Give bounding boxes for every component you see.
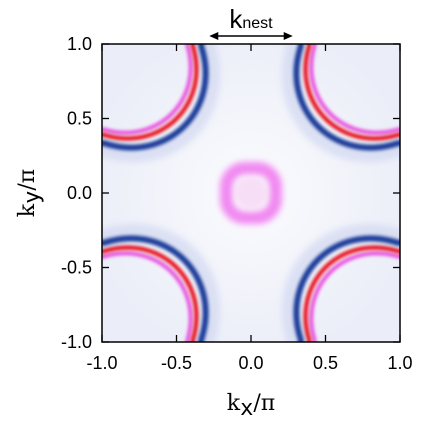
central-pocket-fill [234,176,268,210]
y-axis-label-suffix: /π [15,169,40,191]
x-tick-label: 0.5 [313,353,338,373]
contour-series-0-top-left [102,44,193,135]
x-tick-label: 1.0 [387,353,412,373]
y-tick-label: 0.5 [67,109,92,129]
y-tick-label: 1.0 [67,34,92,54]
haze-band-top-left [102,44,221,163]
x-axis-label-suffix: /π [253,391,275,416]
contour-series-1-top-left [102,44,199,141]
y-axis-ticks: 1.0 0.5 0.0 -0.5 -1.0 [61,34,400,352]
y-axis-label: ky/π [15,169,45,217]
y-axis-label-sub: y [20,191,45,204]
x-axis-label-sub: x [240,396,253,421]
x-tick-label: 0.0 [238,353,263,373]
contour-series-2-bottom-right [293,235,400,342]
central-pocket [219,161,283,225]
haze-band-bottom-right [281,223,400,342]
haze-band-bottom-left [102,223,221,342]
haze-band-top-right [281,44,400,163]
knest-arrow-head-left [209,32,219,40]
x-axis-ticks: -1.0 -0.5 0.0 0.5 1.0 [86,44,413,373]
knest-arrow-head-right [283,32,293,40]
y-tick-label: 0.0 [67,183,92,203]
central-pocket-ring [219,161,283,225]
contour-series-1-bottom-right [303,245,400,342]
x-tick-label: -1.0 [86,353,117,373]
y-tick-label: -1.0 [61,332,92,352]
contour-series-0-top-right [309,44,400,135]
knest-label: knest [229,4,273,34]
contour-series-2-bottom-left [102,235,209,342]
x-axis-label-base: k [227,391,241,416]
knest-label-base: k [229,4,243,34]
contour-series-0-bottom-left [102,251,193,342]
fermi-surface-contours [102,44,400,342]
contour-series-0-bottom-right [309,251,400,342]
contour-series-2-top-left [102,44,209,151]
y-tick-label: -0.5 [61,258,92,278]
contour-series-2-top-right [293,44,400,151]
knest-label-sub: nest [242,15,273,32]
y-axis-label-base: k [15,203,40,217]
contour-series-1-top-right [303,44,400,141]
x-tick-label: -0.5 [161,353,192,373]
knest-annotation: knest [209,4,293,40]
x-axis-label: kx/π [227,391,275,421]
contour-series-1-bottom-left [102,245,199,342]
